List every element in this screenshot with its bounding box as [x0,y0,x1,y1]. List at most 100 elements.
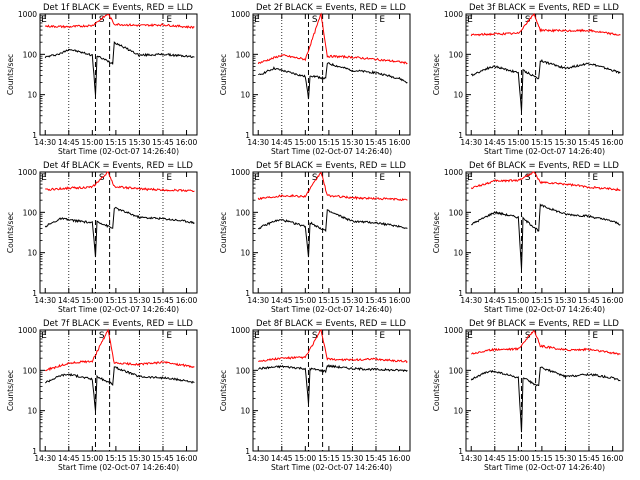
x-tick-label: 14:30 [247,454,269,463]
y-tick-label: 100 [23,208,38,217]
x-tick-label: 16:00 [602,454,624,463]
events-series-line [258,62,408,100]
y-tick-label: 100 [23,50,38,59]
x-tick-label: 15:00 [508,296,530,305]
event-marker-label: E [592,173,598,183]
x-tick-label: 16:00 [389,138,411,147]
y-tick-label: 1 [32,131,37,140]
panel: Det 8f BLACK = Events, RED = LLD Counts/s… [219,319,411,472]
y-tick-label: 1000 [18,168,37,177]
y-axis-label: Counts/sec [219,54,228,95]
x-tick-label: 16:00 [176,138,198,147]
x-tick-label: 15:00 [508,138,530,147]
x-tick-label: 16:00 [176,454,198,463]
panel-title: Det 4f BLACK = Events, RED = LLD [43,161,193,171]
plot-frame [252,13,411,136]
x-tick-label: 15:45 [578,296,600,305]
x-tick-label: 15:15 [105,296,127,305]
y-tick-label: 10 [27,249,37,258]
y-tick-label: 100 [236,50,251,59]
x-tick-label: 14:45 [58,296,80,305]
lld-series-line [257,12,408,65]
x-tick-label: 14:45 [271,296,293,305]
x-axis-label: Start Time (02-Oct-07 14:26:40) [484,147,605,156]
lld-series-line [470,171,621,192]
y-tick-label: 100 [236,366,251,375]
y-tick-label: 1 [32,447,37,456]
x-tick-label: 14:45 [271,138,293,147]
events-series-line [471,203,621,270]
lld-series-line [45,171,195,193]
plot-frame [39,13,198,136]
x-tick-label: 15:30 [555,454,577,463]
x-tick-label: 15:45 [365,138,387,147]
panel: Det 3f BLACK = Events, RED = LLD Counts/s… [432,3,624,156]
panel-title: Det 6f BLACK = Events, RED = LLD [469,161,619,171]
event-marker-label: E [592,331,598,341]
y-tick-label: 10 [453,407,463,416]
plot-frame [252,329,411,452]
y-axis-label: Counts/sec [6,370,15,411]
y-tick-label: 1 [458,447,463,456]
event-marker-label: S [525,173,531,183]
panel: Det 6f BLACK = Events, RED = LLD Counts/s… [432,161,624,314]
event-marker-label: S [312,173,318,183]
x-tick-label: 15:30 [342,454,364,463]
x-tick-label: 14:45 [484,454,506,463]
x-tick-label: 15:45 [152,454,174,463]
x-axis-label: Start Time (02-Oct-07 14:26:40) [271,305,392,314]
x-tick-label: 14:30 [460,454,482,463]
y-axis-label: Counts/sec [432,212,441,253]
plot-frame [39,171,198,294]
x-tick-label: 14:30 [34,138,56,147]
x-tick-label: 15:15 [318,454,340,463]
event-marker-label: E [379,331,385,341]
y-tick-label: 1000 [231,326,250,335]
x-tick-label: 15:30 [129,138,151,147]
x-tick-label: 15:00 [508,454,530,463]
y-axis-label: Counts/sec [6,54,15,95]
y-tick-label: 10 [240,91,250,100]
x-tick-label: 15:00 [82,454,104,463]
event-marker-label: S [312,15,318,25]
x-tick-label: 14:30 [34,296,56,305]
plot-frame [252,171,411,294]
y-tick-label: 1 [245,131,250,140]
lld-series-line [44,13,195,30]
x-tick-label: 14:30 [460,138,482,147]
x-tick-label: 15:15 [318,138,340,147]
x-tick-label: 16:00 [602,138,624,147]
y-tick-label: 1000 [18,326,37,335]
plot-frame [465,171,624,294]
x-tick-label: 15:00 [295,138,317,147]
panel: Det 1f BLACK = Events, RED = LLD Counts/s… [6,3,198,156]
x-tick-label: 15:30 [129,454,151,463]
panel-title: Det 9f BLACK = Events, RED = LLD [469,319,619,329]
y-axis-label: Counts/sec [432,54,441,95]
lld-series-line [257,171,408,202]
panel-title: Det 8f BLACK = Events, RED = LLD [256,319,406,329]
x-tick-label: 15:45 [152,138,174,147]
panel: Det 9f BLACK = Events, RED = LLD Counts/s… [432,319,624,472]
x-tick-label: 14:30 [34,454,56,463]
x-tick-label: 16:00 [176,296,198,305]
event-marker-label: E [254,15,260,25]
event-marker-label: E [254,331,260,341]
plot-frame [465,329,624,452]
x-tick-label: 14:45 [484,296,506,305]
y-tick-label: 100 [449,50,464,59]
x-axis-label: Start Time (02-Oct-07 14:26:40) [271,463,392,472]
y-axis-label: Counts/sec [6,212,15,253]
y-tick-label: 1 [458,131,463,140]
x-axis-label: Start Time (02-Oct-07 14:26:40) [58,147,179,156]
x-tick-label: 15:00 [82,138,104,147]
event-marker-label: S [525,15,531,25]
x-tick-label: 15:30 [555,138,577,147]
y-tick-label: 100 [449,208,464,217]
x-tick-label: 15:00 [295,454,317,463]
x-tick-label: 14:30 [460,296,482,305]
event-marker-label: E [254,173,260,183]
events-series-line [44,41,195,96]
y-tick-label: 1000 [231,10,250,19]
